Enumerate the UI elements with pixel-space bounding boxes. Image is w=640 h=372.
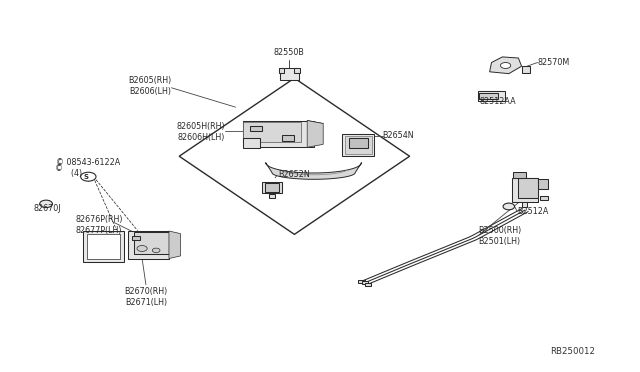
Bar	[132, 236, 140, 240]
Bar	[522, 66, 530, 73]
Text: B2605(RH)
B2606(LH): B2605(RH) B2606(LH)	[128, 76, 172, 96]
Text: 82676P(RH)
82677P(LH): 82676P(RH) 82677P(LH)	[76, 215, 123, 235]
Bar	[262, 182, 282, 193]
Bar	[282, 135, 294, 141]
Bar	[294, 68, 300, 73]
Circle shape	[503, 203, 515, 210]
Bar	[513, 172, 526, 178]
Bar	[479, 93, 498, 99]
Circle shape	[81, 172, 96, 181]
Bar	[128, 231, 169, 259]
Text: B2500(RH)
B2501(LH): B2500(RH) B2501(LH)	[479, 226, 522, 246]
Bar	[345, 136, 372, 154]
Bar	[87, 234, 120, 259]
Text: B2652N: B2652N	[278, 170, 310, 179]
Bar	[540, 196, 548, 200]
Text: ©: ©	[54, 164, 63, 173]
Bar	[362, 281, 368, 284]
Bar	[279, 68, 284, 73]
Polygon shape	[266, 163, 362, 179]
Polygon shape	[307, 121, 323, 147]
Bar	[478, 91, 505, 101]
Text: B2512A: B2512A	[517, 207, 548, 216]
Bar	[512, 178, 538, 202]
Bar	[134, 232, 169, 254]
Text: 82570M: 82570M	[538, 58, 570, 67]
Text: S: S	[84, 174, 89, 180]
Text: 82550B: 82550B	[274, 48, 305, 57]
Bar	[83, 231, 124, 262]
Circle shape	[500, 62, 511, 68]
Bar	[538, 179, 548, 189]
Text: © 08543-6122A
      (4): © 08543-6122A (4)	[56, 158, 120, 178]
Bar	[518, 177, 538, 198]
Circle shape	[40, 200, 52, 208]
Polygon shape	[169, 231, 180, 259]
Bar	[269, 194, 275, 198]
Text: B2670(RH)
B2671(LH): B2670(RH) B2671(LH)	[124, 287, 168, 307]
Text: 82670J: 82670J	[33, 204, 61, 213]
Bar	[280, 68, 299, 80]
Bar	[522, 202, 527, 207]
Circle shape	[137, 246, 147, 251]
Bar	[358, 280, 365, 283]
Bar	[250, 126, 262, 131]
Bar	[243, 138, 260, 148]
Text: RB250012: RB250012	[550, 347, 595, 356]
Polygon shape	[179, 78, 410, 234]
Bar	[349, 138, 368, 148]
Circle shape	[152, 248, 160, 253]
Polygon shape	[490, 57, 522, 74]
Bar	[342, 134, 374, 156]
Text: B2654N: B2654N	[383, 131, 414, 140]
Text: 82512AA: 82512AA	[479, 97, 516, 106]
Bar	[265, 183, 279, 192]
Bar	[243, 121, 314, 147]
Bar	[243, 122, 301, 142]
Text: 82605H(RH)
82606H(LH): 82605H(RH) 82606H(LH)	[177, 122, 225, 142]
Bar	[365, 283, 371, 286]
